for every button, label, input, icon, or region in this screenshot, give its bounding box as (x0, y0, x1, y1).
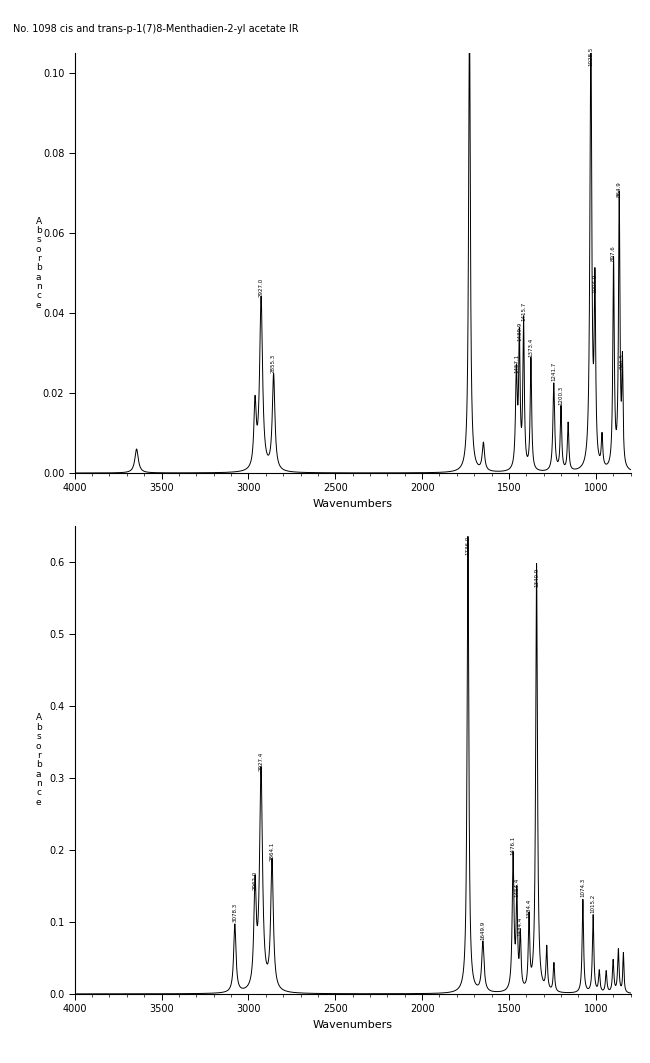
X-axis label: Wavenumbers: Wavenumbers (313, 1019, 393, 1030)
Text: 1028.5: 1028.5 (588, 47, 593, 66)
Text: 1015.2: 1015.2 (591, 893, 595, 913)
Text: A
b
s
o
r
b
a
n
c
e: A b s o r b a n c e (36, 217, 42, 309)
Text: 1200.3: 1200.3 (558, 386, 564, 405)
Text: 1454.4: 1454.4 (514, 878, 519, 897)
X-axis label: Wavenumbers: Wavenumbers (313, 499, 393, 509)
Text: 1384.4: 1384.4 (526, 899, 532, 918)
Text: A
b
s
o
r
b
a
n
c
e: A b s o r b a n c e (36, 713, 42, 807)
Text: 1736.0: 1736.0 (465, 536, 471, 555)
Text: 1241.7: 1241.7 (551, 361, 556, 381)
Text: 1457.1: 1457.1 (514, 354, 519, 373)
Text: 2864.1: 2864.1 (270, 842, 274, 861)
Text: 1476.1: 1476.1 (511, 836, 515, 855)
Text: 2927.0: 2927.0 (259, 277, 264, 297)
Text: 1415.7: 1415.7 (521, 302, 526, 321)
Text: 897.6: 897.6 (611, 246, 616, 261)
Text: 1340.9: 1340.9 (534, 568, 539, 588)
Text: 2855.3: 2855.3 (271, 354, 276, 373)
Text: 3078.3: 3078.3 (232, 902, 237, 922)
Text: 1434.4: 1434.4 (518, 917, 523, 937)
Text: 864.9: 864.9 (617, 182, 622, 197)
Text: 1649.9: 1649.9 (480, 921, 486, 940)
Text: No. 1098 cis and trans-p-1(7)8-Menthadien-2-yl acetate IR: No. 1098 cis and trans-p-1(7)8-Menthadie… (13, 24, 298, 34)
Text: 2927.4: 2927.4 (259, 752, 263, 771)
Text: 1439.9: 1439.9 (517, 322, 522, 341)
Text: 1373.4: 1373.4 (528, 338, 534, 357)
Text: 1074.3: 1074.3 (580, 878, 586, 897)
Text: 1004.9: 1004.9 (592, 274, 597, 293)
Text: 2962.0: 2962.0 (252, 871, 257, 890)
Text: 846.5: 846.5 (620, 353, 625, 369)
